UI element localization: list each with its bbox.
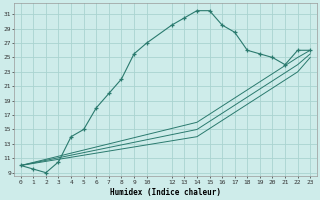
- X-axis label: Humidex (Indice chaleur): Humidex (Indice chaleur): [110, 188, 221, 197]
